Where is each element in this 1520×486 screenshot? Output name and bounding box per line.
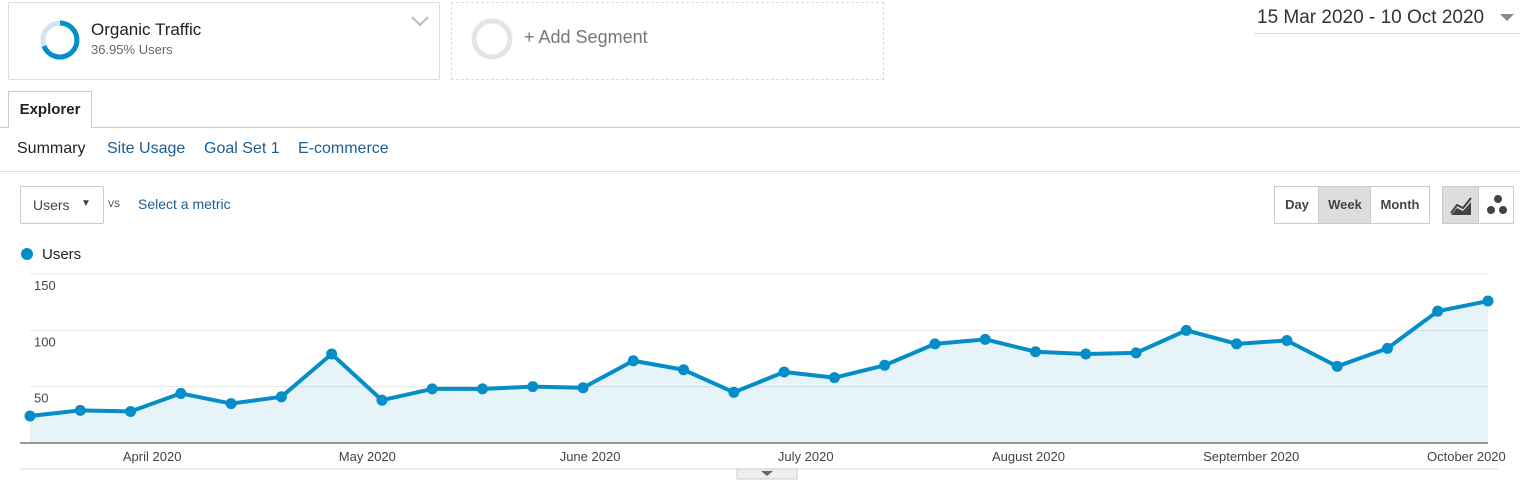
- point: [1482, 295, 1494, 307]
- x-tick-label: September 2020: [1203, 449, 1299, 464]
- point: [1432, 305, 1444, 317]
- point: [275, 391, 287, 403]
- y-tick-label: 100: [34, 334, 56, 349]
- y-tick-label: 150: [34, 278, 56, 293]
- tab[interactable]: Explorer: [8, 91, 92, 128]
- point: [527, 381, 539, 393]
- point: [125, 405, 137, 417]
- line-chart-button[interactable]: [1442, 186, 1480, 224]
- point: [828, 372, 840, 384]
- metric-dropdown[interactable]: Users ▼: [20, 186, 104, 224]
- x-tick-label: June 2020: [560, 449, 621, 464]
- select-metric[interactable]: Select a metric: [138, 196, 231, 212]
- segment-menu[interactable]: [410, 14, 430, 28]
- x-tick-label: October 2020: [1427, 449, 1506, 464]
- subtab[interactable]: E-commerce: [298, 140, 389, 157]
- point: [1281, 334, 1293, 346]
- segment-card[interactable]: [8, 2, 440, 80]
- vs: VS: [108, 195, 121, 210]
- y-tick-label: 50: [34, 391, 48, 406]
- point: [929, 338, 941, 350]
- granularity-button[interactable]: Month: [1370, 186, 1430, 224]
- point: [879, 359, 891, 371]
- x-tick-label: May 2020: [339, 449, 396, 464]
- scroll-arrow: [761, 471, 773, 476]
- point: [225, 398, 237, 410]
- x-tick-label: July 2020: [778, 449, 834, 464]
- chart: Users 50 100 150 April 2020 May 2020 June 2020…: [20, 246, 1506, 480]
- point: [74, 404, 86, 416]
- add-segment[interactable]: + Add Segment: [524, 27, 648, 47]
- point: [376, 394, 388, 406]
- granularity-button[interactable]: Day: [1274, 186, 1320, 224]
- point: [1180, 324, 1192, 336]
- point: [1030, 346, 1042, 358]
- segment-detail: 36.95% Users: [91, 42, 173, 57]
- point: [426, 383, 438, 395]
- add-icon: [471, 18, 513, 60]
- point: [678, 364, 690, 376]
- point: [1231, 338, 1243, 350]
- x-tick-label: April 2020: [123, 449, 182, 464]
- x-tick-label: August 2020: [992, 449, 1065, 464]
- point: [476, 383, 488, 395]
- segment-name: Organic Traffic: [91, 20, 202, 39]
- divider: [0, 127, 1520, 128]
- add-segment-card[interactable]: [451, 2, 884, 80]
- point: [577, 382, 589, 394]
- granularity-button[interactable]: Week: [1318, 186, 1372, 224]
- point: [979, 333, 991, 345]
- legend-label: Users: [42, 246, 81, 263]
- point: [1080, 348, 1092, 360]
- point: [175, 387, 187, 399]
- point: [627, 355, 639, 367]
- line: [29, 299, 1489, 418]
- area: [30, 301, 1488, 443]
- point: [1331, 360, 1343, 372]
- point: [1130, 347, 1142, 359]
- point: [778, 366, 790, 378]
- point: [728, 386, 740, 398]
- divider: [0, 171, 1520, 172]
- date-range[interactable]: 15 Mar 2020 - 10 Oct 2020: [1257, 7, 1485, 28]
- point: [1381, 342, 1393, 354]
- dropdown-arrow: ▼: [81, 198, 91, 209]
- subtab[interactable]: Summary: [17, 140, 86, 157]
- metric: Users: [33, 197, 70, 213]
- subtab[interactable]: Goal Set 1: [204, 140, 280, 157]
- divider: [1254, 33, 1520, 34]
- legend-marker: [21, 248, 33, 260]
- point: [24, 410, 36, 422]
- segment-icon: [40, 20, 80, 60]
- date-arrow: [1500, 14, 1514, 21]
- point: [326, 348, 338, 360]
- subtab[interactable]: Site Usage: [107, 140, 186, 157]
- motion-chart-button[interactable]: [1478, 186, 1514, 224]
